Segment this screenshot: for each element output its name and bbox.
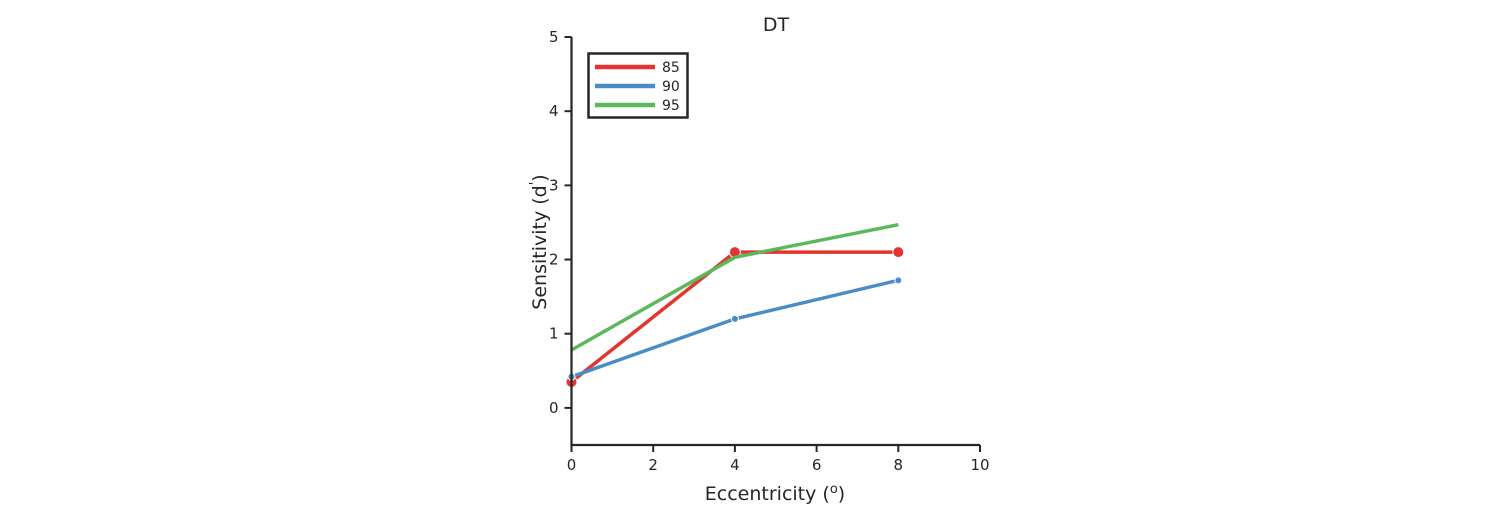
y-axis-label-text: Sensitivity (d [529,185,551,309]
x-ticks: 0 2 4 6 8 10 [567,445,990,474]
series-line-95 [570,222,899,352]
y-tick-label: 1 [549,325,559,343]
x-axis-label-suffix: ) [838,483,845,505]
chart-title: DT [763,14,790,36]
plot-area [565,222,905,388]
x-tick-label: 4 [730,456,740,474]
legend-items: 85 90 95 [595,60,680,114]
y-tick-label: 4 [549,102,559,120]
legend-label-95: 95 [662,98,680,114]
x-tick-label: 0 [567,456,577,474]
y-axis-label-superscript: ' [528,182,543,186]
y-ticks: 0 1 2 3 4 5 [549,28,572,417]
series-line-90 [570,278,899,379]
data-point-90 [730,314,739,323]
y-axis-label-suffix: ) [529,174,551,181]
x-axis-label-text: Eccentricity ( [705,483,830,505]
legend-label-85: 85 [662,60,680,76]
x-axis-label: Eccentricity (o) [705,482,845,505]
data-point-85 [892,246,905,259]
x-tick-label: 2 [648,456,658,474]
y-tick-label: 2 [549,251,559,269]
legend: 85 90 95 [587,52,689,119]
x-tick-label: 8 [894,456,904,474]
legend-label-90: 90 [662,79,680,95]
x-tick-label: 6 [812,456,822,474]
x-tick-label: 10 [970,456,989,474]
data-point-90 [894,276,903,285]
y-tick-label: 0 [549,399,559,417]
y-tick-label: 3 [549,176,559,194]
y-tick-label: 5 [549,28,559,46]
y-axis-label: Sensitivity (d') [528,174,551,309]
x-axis-label-superscript: o [830,482,838,497]
